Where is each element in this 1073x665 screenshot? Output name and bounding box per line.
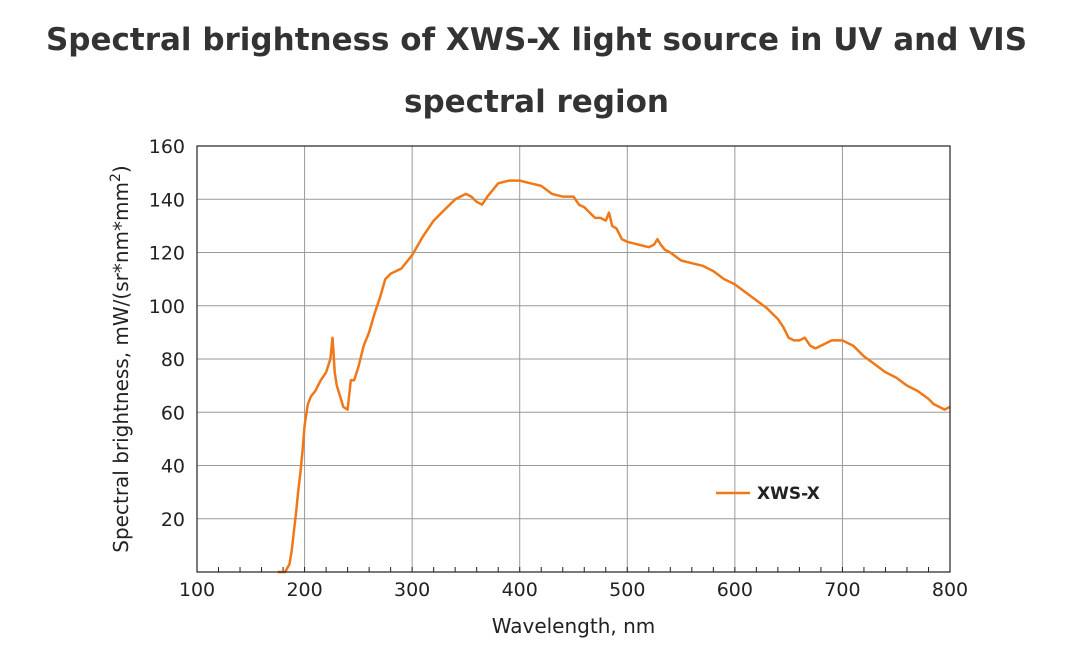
chart-title-line2: spectral region — [404, 84, 669, 120]
x-axis-label: Wavelength, nm — [492, 614, 656, 638]
x-tick-label-800: 800 — [932, 579, 968, 601]
x-tick-label-300: 300 — [394, 579, 430, 601]
y-tick-label-20: 20 — [161, 509, 185, 531]
x-tick-label-400: 400 — [502, 579, 538, 601]
chart-grid — [197, 146, 950, 572]
y-tick-label-140: 140 — [149, 189, 185, 211]
x-tick-labels: 100 200 300 400 500 600 700 800 — [179, 579, 968, 601]
x-minor-ticks — [196, 567, 951, 572]
chart-title-line1: Spectral brightness of XWS-X light sourc… — [45, 22, 1028, 58]
y-tick-label-120: 120 — [149, 243, 185, 265]
y-tick-label-40: 40 — [161, 456, 185, 478]
y-axis-label: Spectral brightness, mW/(sr*nm*mm2) — [108, 165, 133, 552]
y-tick-label-160: 160 — [149, 136, 185, 158]
y-axis-label-close: ) — [109, 165, 133, 173]
x-tick-label-600: 600 — [717, 579, 753, 601]
x-tick-label-200: 200 — [286, 579, 322, 601]
y-tick-labels: 20 40 60 80 100 120 140 160 — [149, 136, 185, 531]
series-line-xws-x — [277, 179, 951, 574]
y-axis-label-main: Spectral brightness, mW/(sr*nm*mm — [109, 182, 133, 553]
plot-frame — [196, 145, 951, 573]
chart-legend: XWS-X — [716, 484, 820, 504]
y-axis-label-superscript: 2 — [108, 173, 124, 182]
y-tick-label-100: 100 — [149, 296, 185, 318]
series-layer — [277, 179, 951, 574]
y-tick-label-60: 60 — [161, 402, 185, 424]
y-tick-label-80: 80 — [161, 349, 185, 371]
x-tick-label-700: 700 — [824, 579, 860, 601]
x-tick-label-500: 500 — [609, 579, 645, 601]
legend-label: XWS-X — [757, 484, 820, 504]
x-tick-label-100: 100 — [179, 579, 215, 601]
